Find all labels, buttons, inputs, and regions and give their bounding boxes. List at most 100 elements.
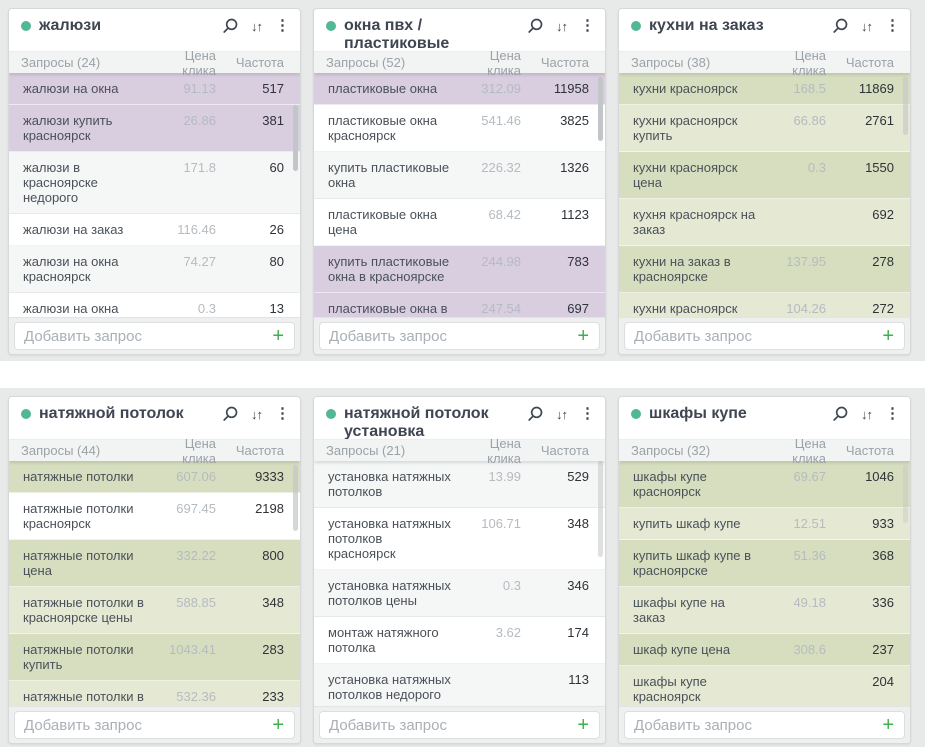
- keyword-row[interactable]: шкафы купе красноярск 69.67 1046: [619, 461, 910, 508]
- keyword-row[interactable]: пластиковые окна красноярск 541.46 3825: [314, 105, 605, 152]
- group-title: натяжной потолок установка: [344, 405, 489, 440]
- keyword-row[interactable]: жалюзи купить красноярск 26.86 381: [9, 105, 300, 152]
- price-value: 697.45: [176, 501, 216, 516]
- keyword-row[interactable]: купить пластиковые окна в красноярске 244…: [314, 246, 605, 293]
- keyword-row[interactable]: пластиковые окна цена 68.42 1123: [314, 199, 605, 246]
- keyword-row[interactable]: шкаф купе цена 308.6 237: [619, 634, 910, 666]
- search-icon[interactable]: [832, 18, 848, 34]
- keyword-rows-list: установка натяжных потолков 13.99 529 устан…: [314, 461, 605, 706]
- scrollbar-thumb[interactable]: [903, 465, 908, 523]
- keyword-row[interactable]: купить шкаф купе в красноярске 51.36 368: [619, 540, 910, 587]
- kebab-menu-icon[interactable]: ⋮: [885, 17, 900, 34]
- sort-icon[interactable]: ↓↑: [251, 406, 263, 422]
- frequency-value: 368: [872, 548, 894, 563]
- search-icon[interactable]: [222, 406, 238, 422]
- frequency-value: 204: [872, 674, 894, 689]
- keyword-row[interactable]: натяжные потолки купить 1043.41 283: [9, 634, 300, 681]
- sort-icon[interactable]: ↓↑: [861, 18, 873, 34]
- keyword-group-panel: шкафы купе ↓↑ ⋮ Запросы (32) Цена клика …: [618, 396, 911, 744]
- scrollbar-thumb[interactable]: [598, 77, 603, 141]
- query-text: кухни красноярск купить: [633, 113, 738, 143]
- scrollbar-thumb[interactable]: [293, 465, 298, 531]
- add-query-button[interactable]: +: [577, 714, 589, 736]
- scrollbar-thumb[interactable]: [598, 461, 603, 557]
- kebab-menu-icon[interactable]: ⋮: [580, 405, 595, 422]
- add-query-input[interactable]: [24, 716, 272, 734]
- keyword-row[interactable]: кухня красноярск на заказ 692: [619, 199, 910, 246]
- add-query-input[interactable]: [634, 716, 882, 734]
- keyword-row[interactable]: пластиковые окна 312.09 11958: [314, 73, 605, 105]
- search-icon[interactable]: [527, 406, 543, 422]
- add-query-input[interactable]: [24, 327, 272, 345]
- frequency-value: 80: [269, 254, 284, 269]
- add-query-button[interactable]: +: [882, 325, 894, 347]
- sort-icon[interactable]: ↓↑: [556, 406, 568, 422]
- keyword-row[interactable]: установка натяжных потолков недорого 113: [314, 664, 605, 706]
- group-color-dot: [21, 409, 31, 419]
- keyword-row[interactable]: кухни красноярск 104.26 272: [619, 293, 910, 317]
- kebab-menu-icon[interactable]: ⋮: [275, 405, 290, 422]
- add-query-button[interactable]: +: [882, 714, 894, 736]
- add-query-button[interactable]: +: [577, 325, 589, 347]
- keyword-row[interactable]: кухни красноярск купить 66.86 2761: [619, 105, 910, 152]
- keyword-row[interactable]: установка натяжных потолков цены 0.3 346: [314, 570, 605, 617]
- price-value: 332.22: [176, 548, 216, 563]
- price-value: 168.5: [793, 81, 826, 96]
- keyword-rows-list: шкафы купе красноярск 69.67 1046 купить шка…: [619, 461, 910, 706]
- keyword-row[interactable]: жалюзи в красноярске недорого 171.8 60: [9, 152, 300, 214]
- frequency-value: 381: [262, 113, 284, 128]
- keyword-row[interactable]: шкафы купе красноярск недорогие 204: [619, 666, 910, 706]
- frequency-value: 13: [269, 301, 284, 316]
- keyword-row[interactable]: кухни красноярск цена 0.3 1550: [619, 152, 910, 199]
- keyword-row[interactable]: пластиковые окна в 247.54 697: [314, 293, 605, 317]
- keyword-row[interactable]: натяжные потолки в 532.36 233: [9, 681, 300, 706]
- frequency-value: 783: [567, 254, 589, 269]
- keyword-row[interactable]: жалюзи на окна 91.13 517: [9, 73, 300, 105]
- search-icon[interactable]: [527, 18, 543, 34]
- keyword-row[interactable]: жалюзи на окна красноярск 74.27 80: [9, 246, 300, 293]
- add-query-box: +: [319, 711, 600, 739]
- price-value: 49.18: [793, 595, 826, 610]
- search-icon[interactable]: [832, 406, 848, 422]
- price-value: 0.3: [502, 578, 521, 593]
- scrollbar-thumb[interactable]: [293, 105, 298, 171]
- query-text: жалюзи купить красноярск: [23, 113, 113, 143]
- price-value: 0.3: [197, 301, 216, 316]
- frequency-value: 1123: [561, 207, 589, 222]
- keyword-row[interactable]: кухни красноярск 168.5 11869: [619, 73, 910, 105]
- add-query-input[interactable]: [329, 327, 577, 345]
- query-text: натяжные потолки красноярск: [23, 501, 134, 531]
- price-value: 69.67: [793, 469, 826, 484]
- keyword-row[interactable]: установка натяжных потолков 13.99 529: [314, 461, 605, 508]
- add-query-input[interactable]: [329, 716, 577, 734]
- price-value: 91.13: [183, 81, 216, 96]
- add-query-button[interactable]: +: [272, 714, 284, 736]
- sort-icon[interactable]: ↓↑: [556, 18, 568, 34]
- add-query-input[interactable]: [634, 327, 882, 345]
- keyword-row[interactable]: купить шкаф купе 12.51 933: [619, 508, 910, 540]
- keyword-row[interactable]: натяжные потолки красноярск 697.45 2198: [9, 493, 300, 540]
- column-header-price: Цена клика: [792, 47, 826, 78]
- keyword-row[interactable]: шкафы купе на заказ 49.18 336: [619, 587, 910, 634]
- kebab-menu-icon[interactable]: ⋮: [275, 17, 290, 34]
- kebab-menu-icon[interactable]: ⋮: [580, 17, 595, 34]
- sort-icon[interactable]: ↓↑: [861, 406, 873, 422]
- frequency-value: 1046: [865, 469, 894, 484]
- keyword-row[interactable]: жалюзи на окна 0.3 13: [9, 293, 300, 317]
- add-query-button[interactable]: +: [272, 325, 284, 347]
- sort-icon[interactable]: ↓↑: [251, 18, 263, 34]
- keyword-row[interactable]: кухни на заказ в красноярске 137.95 278: [619, 246, 910, 293]
- keyword-row[interactable]: установка натяжных потолков красноярск 10…: [314, 508, 605, 570]
- search-icon[interactable]: [222, 18, 238, 34]
- keyword-row[interactable]: жалюзи на заказ 116.46 26: [9, 214, 300, 246]
- keyword-row[interactable]: натяжные потолки цена 332.22 800: [9, 540, 300, 587]
- frequency-value: 3825: [560, 113, 589, 128]
- keyword-row[interactable]: натяжные потолки в красноярске цены 588.8…: [9, 587, 300, 634]
- kebab-menu-icon[interactable]: ⋮: [885, 405, 900, 422]
- keyword-row[interactable]: купить пластиковые окна 226.32 1326: [314, 152, 605, 199]
- keyword-row[interactable]: натяжные потолки 607.06 9333: [9, 461, 300, 493]
- query-text: кухни красноярск: [633, 301, 738, 316]
- keyword-row[interactable]: монтаж натяжного потолка 3.62 174: [314, 617, 605, 664]
- scrollbar-thumb[interactable]: [903, 77, 908, 135]
- frequency-value: 11958: [553, 81, 589, 96]
